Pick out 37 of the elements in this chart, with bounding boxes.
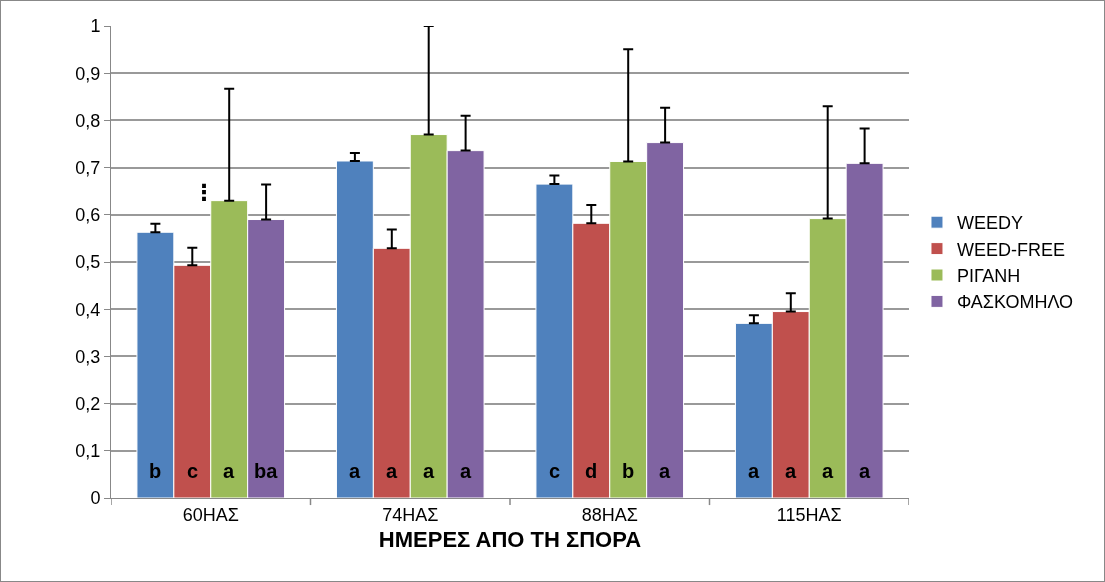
y-tick-label: 0,8 — [75, 110, 101, 131]
y-tick-label: 0,1 — [75, 441, 101, 462]
data-label: a — [349, 460, 361, 482]
x-tick-label: 88ΗΑΣ — [581, 504, 638, 525]
legend-label: ΦΑΣΚΟΜΗΛΟ — [956, 292, 1074, 313]
data-label: b — [149, 460, 162, 482]
data-label: a — [822, 460, 834, 482]
y-tick-label: 0,9 — [75, 63, 101, 84]
x-tick-label: 60ΗΑΣ — [182, 504, 239, 525]
data-label: a — [386, 460, 398, 482]
y-tick-label: 0,7 — [75, 157, 101, 178]
data-label: c — [187, 460, 199, 482]
x-axis-title: ΗΜΕΡΕΣ ΑΠΟ ΤΗ ΣΠΟΡΑ — [378, 527, 642, 553]
data-label: b — [622, 460, 635, 482]
data-label: a — [659, 460, 671, 482]
data-label: a — [460, 460, 472, 482]
data-label: a — [785, 460, 797, 482]
y-tick-label: 1 — [90, 16, 101, 37]
y-tick-label: 0,5 — [75, 252, 101, 273]
data-label: a — [223, 460, 235, 482]
x-tick-label: 74ΗΑΣ — [382, 504, 439, 525]
legend-label: WEEDY — [956, 213, 1023, 234]
y-tick-label: 0,4 — [75, 299, 101, 320]
x-tick-label: 115ΗΑΣ — [776, 504, 842, 525]
data-label: a — [748, 460, 760, 482]
annotation: ⋮ — [193, 180, 215, 205]
data-label: c — [549, 460, 561, 482]
y-tick-label: 0,3 — [75, 346, 101, 367]
y-tick-label: 0,2 — [75, 393, 101, 414]
data-label: ba — [254, 460, 279, 482]
data-label: a — [423, 460, 435, 482]
legend-label: ΡΙΓΑΝΗ — [956, 266, 1021, 287]
data-label: d — [585, 460, 598, 482]
y-tick-label: 0 — [90, 488, 101, 509]
data-label: a — [859, 460, 871, 482]
y-tick-label: 0,6 — [75, 205, 101, 226]
legend-label: WEED-FREE — [956, 239, 1065, 260]
